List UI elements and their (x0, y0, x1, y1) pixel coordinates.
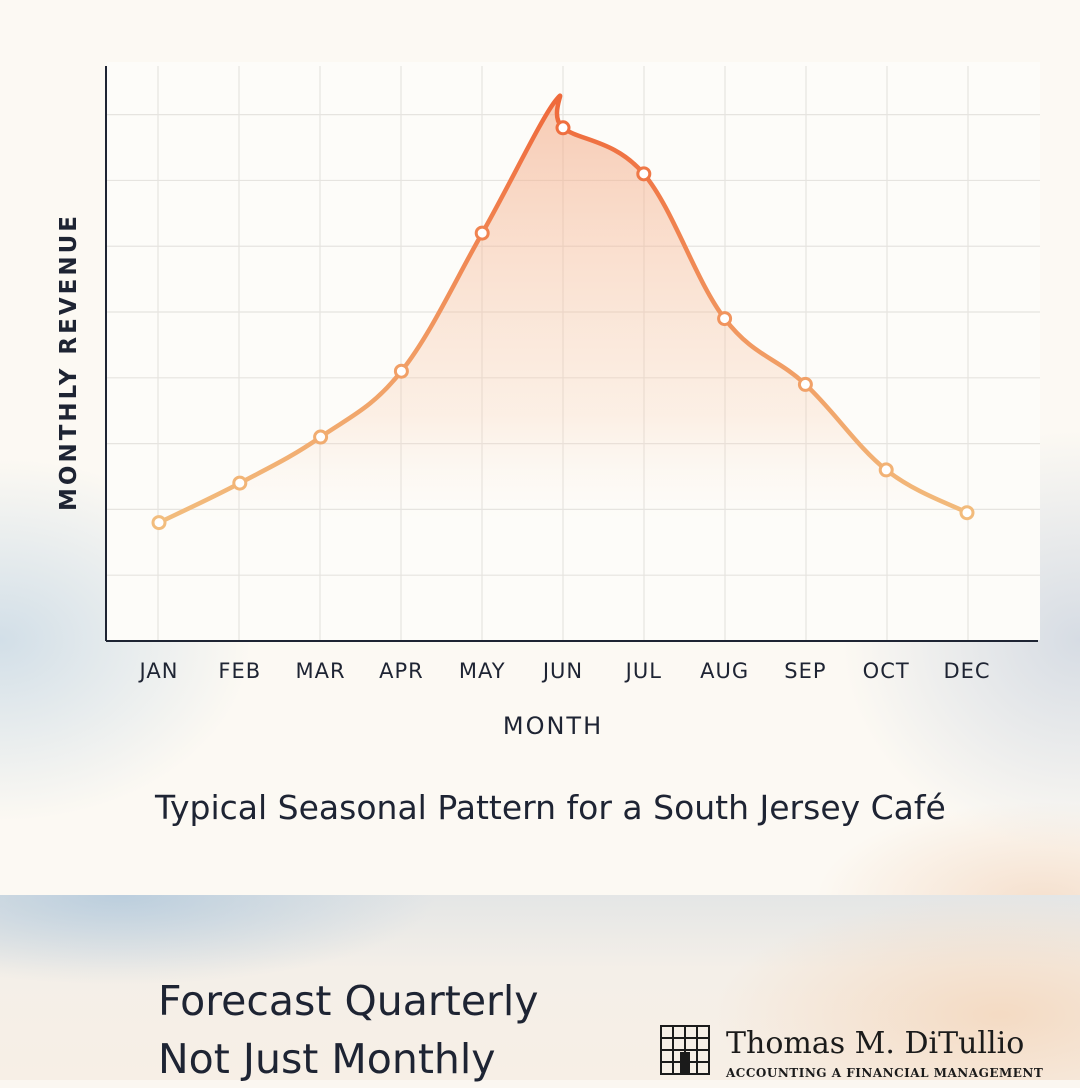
brand-tagline: ACCOUNTING A FINANCIAL MANAGEMENT (726, 1066, 1044, 1080)
y-axis-label: MONTHLY REVENUE (56, 213, 82, 511)
x-tick-feb: FEB (218, 659, 261, 683)
x-tick-apr: APR (379, 659, 424, 683)
grid-building-logo-icon (660, 1025, 710, 1075)
x-tick-aug: AUG (700, 659, 749, 683)
data-point-dec (959, 505, 975, 521)
revenue-chart: JAN FEB MAR APR MAY JUN JUL AUG SEP OCT DEC (105, 66, 1040, 683)
headline-line-1: Forecast Quarterly (158, 977, 539, 1025)
data-point-feb (232, 475, 248, 491)
x-tick-may: MAY (459, 659, 506, 683)
chart-title: Typical Seasonal Pattern for a South Jer… (155, 788, 946, 827)
data-point-mar (313, 429, 329, 445)
data-point-aug (717, 311, 733, 327)
x-tick-labels: JAN FEB MAR APR MAY JUN JUL AUG SEP OCT DEC (138, 659, 990, 683)
data-point-sep (797, 376, 813, 392)
x-tick-dec: DEC (943, 659, 990, 683)
x-tick-oct: OCT (863, 659, 910, 683)
x-tick-sep: SEP (784, 659, 826, 683)
data-points (151, 120, 975, 531)
brand-logo: Thomas M. DiTullio ACCOUNTING A FINANCIA… (658, 1020, 1058, 1080)
x-axis-label: MONTH (502, 712, 604, 740)
data-point-jan (151, 515, 167, 531)
x-tick-mar: MAR (296, 659, 346, 683)
revenue-area (159, 95, 967, 523)
x-tick-jul: JUL (624, 659, 662, 683)
data-point-jun (555, 120, 571, 136)
footer-background (0, 895, 1080, 1080)
brand-name: Thomas M. DiTullio (726, 1026, 1025, 1061)
x-tick-jan: JAN (138, 659, 179, 683)
x-tick-jun: JUN (541, 659, 583, 683)
data-point-oct (878, 462, 894, 478)
data-point-apr (393, 363, 409, 379)
data-point-jul (636, 166, 652, 182)
data-point-may (474, 225, 490, 241)
headline-line-2: Not Just Monthly (158, 1035, 496, 1083)
headline: Forecast Quarterly Not Just Monthly (158, 972, 539, 1088)
